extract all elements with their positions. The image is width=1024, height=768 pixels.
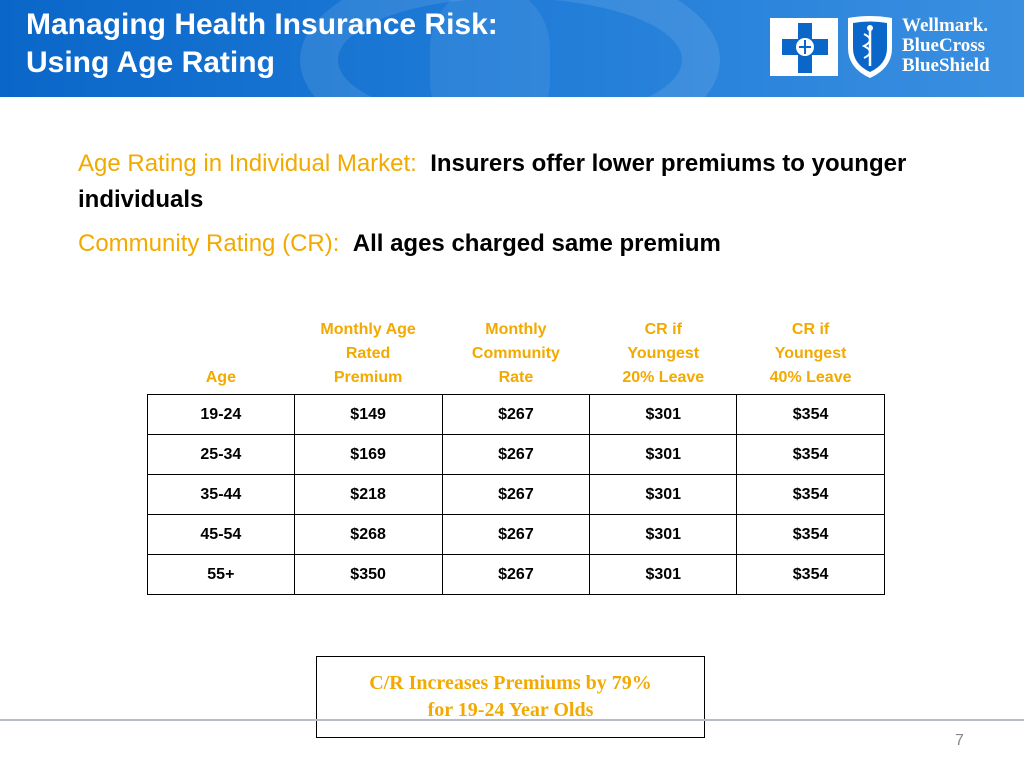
slide-header: Managing Health Insurance Risk: Using Ag… xyxy=(0,0,1024,97)
blue-shield-icon xyxy=(848,16,892,78)
callout-box: C/R Increases Premiums by 79% for 19-24 … xyxy=(316,656,705,738)
table-cell: 19-24 xyxy=(147,394,295,435)
logo-text-line1: Wellmark. xyxy=(902,15,989,36)
table-cell: $301 xyxy=(589,474,738,515)
header-line: CR if xyxy=(644,321,682,338)
premium-table-grid: Age Monthly Age Rated Premium Monthly Co… xyxy=(147,318,885,595)
table-cell: $301 xyxy=(589,554,738,595)
logo-text: Wellmark. BlueCross BlueShield xyxy=(902,16,990,76)
table-header-row: Age Monthly Age Rated Premium Monthly Co… xyxy=(148,318,885,395)
slide-title: Managing Health Insurance Risk: Using Ag… xyxy=(26,6,498,82)
slide-title-line2: Using Age Rating xyxy=(26,46,275,79)
table-cell: $149 xyxy=(293,394,443,435)
header-age-rated-premium: Monthly Age Rated Premium xyxy=(294,318,442,395)
header-line: Youngest xyxy=(627,345,700,362)
header-line: CR if xyxy=(791,321,830,338)
bullet-label: Age Rating in Individual Market: xyxy=(78,150,417,177)
header-line: Rated xyxy=(345,345,391,362)
wellmark-logo: Wellmark. BlueCross BlueShield xyxy=(770,14,1006,82)
header-line: 40% Leave xyxy=(769,369,852,386)
table-cell: $350 xyxy=(293,554,443,595)
table-cell: $354 xyxy=(736,474,885,515)
table-cell: $354 xyxy=(736,514,885,555)
table-cell: $268 xyxy=(293,514,443,555)
page-number: 7 xyxy=(955,732,964,749)
bullet-list: Age Rating in Individual Market: Insurer… xyxy=(78,146,958,270)
header-line: Youngest xyxy=(774,345,847,362)
table-cell: $267 xyxy=(441,394,591,435)
callout-line1: C/R Increases Premiums by 79% xyxy=(369,672,652,694)
header-background-shape xyxy=(430,0,550,97)
header-community-rate: Monthly Community Rate xyxy=(442,318,590,395)
bullet-text: Insurers offer lower premiums to younger… xyxy=(78,150,907,213)
header-line: Rate xyxy=(498,369,534,386)
table-cell: $301 xyxy=(589,434,738,475)
table-cell: $218 xyxy=(293,474,443,515)
header-line: Age xyxy=(205,369,236,386)
table-cell: $354 xyxy=(736,394,885,435)
header-line: Monthly Age xyxy=(320,321,416,338)
table-row: 45-54 $268 $267 $301 $354 xyxy=(147,514,885,555)
header-line: Monthly xyxy=(485,321,547,338)
table-cell: $169 xyxy=(293,434,443,475)
slide-title-line1: Managing Health Insurance Risk: xyxy=(26,8,498,41)
logo-text-line2: BlueCross xyxy=(902,35,986,56)
header-cr-20-leave: CR if Youngest 20% Leave xyxy=(590,318,737,395)
table-cell: 55+ xyxy=(147,554,295,595)
header-line: Premium xyxy=(333,369,403,386)
footer-divider xyxy=(0,719,1024,721)
table-row: 35-44 $218 $267 $301 $354 xyxy=(147,474,885,515)
callout-line2: for 19-24 Year Olds xyxy=(427,699,594,721)
bullet-community-rating: Community Rating (CR): All ages charged … xyxy=(78,226,958,262)
table-row: 25-34 $169 $267 $301 $354 xyxy=(147,434,885,475)
premium-table: Age Monthly Age Rated Premium Monthly Co… xyxy=(147,318,885,595)
table-cell: 25-34 xyxy=(147,434,295,475)
header-cr-40-leave: CR if Youngest 40% Leave xyxy=(737,318,885,395)
header-line: Community xyxy=(471,345,560,362)
table-cell: $267 xyxy=(441,434,591,475)
table-cell: $301 xyxy=(589,514,738,555)
table-cell: $267 xyxy=(441,554,591,595)
table-cell: $354 xyxy=(736,434,885,475)
bullet-text: All ages charged same premium xyxy=(352,230,721,257)
table-row: 19-24 $149 $267 $301 $354 xyxy=(147,394,885,435)
logo-text-line3: BlueShield xyxy=(902,55,990,76)
bullet-age-rating: Age Rating in Individual Market: Insurer… xyxy=(78,146,958,218)
table-cell: $301 xyxy=(589,394,738,435)
table-cell: 45-54 xyxy=(147,514,295,555)
bullet-label: Community Rating (CR): xyxy=(78,230,340,257)
table-cell: $267 xyxy=(441,514,591,555)
table-cell: 35-44 xyxy=(147,474,295,515)
header-age: Age xyxy=(148,318,295,395)
header-line: 20% Leave xyxy=(622,369,705,386)
blue-cross-icon xyxy=(782,23,828,73)
table-row: 55+ $350 $267 $301 $354 xyxy=(147,554,885,595)
table-cell: $354 xyxy=(736,554,885,595)
table-cell: $267 xyxy=(441,474,591,515)
